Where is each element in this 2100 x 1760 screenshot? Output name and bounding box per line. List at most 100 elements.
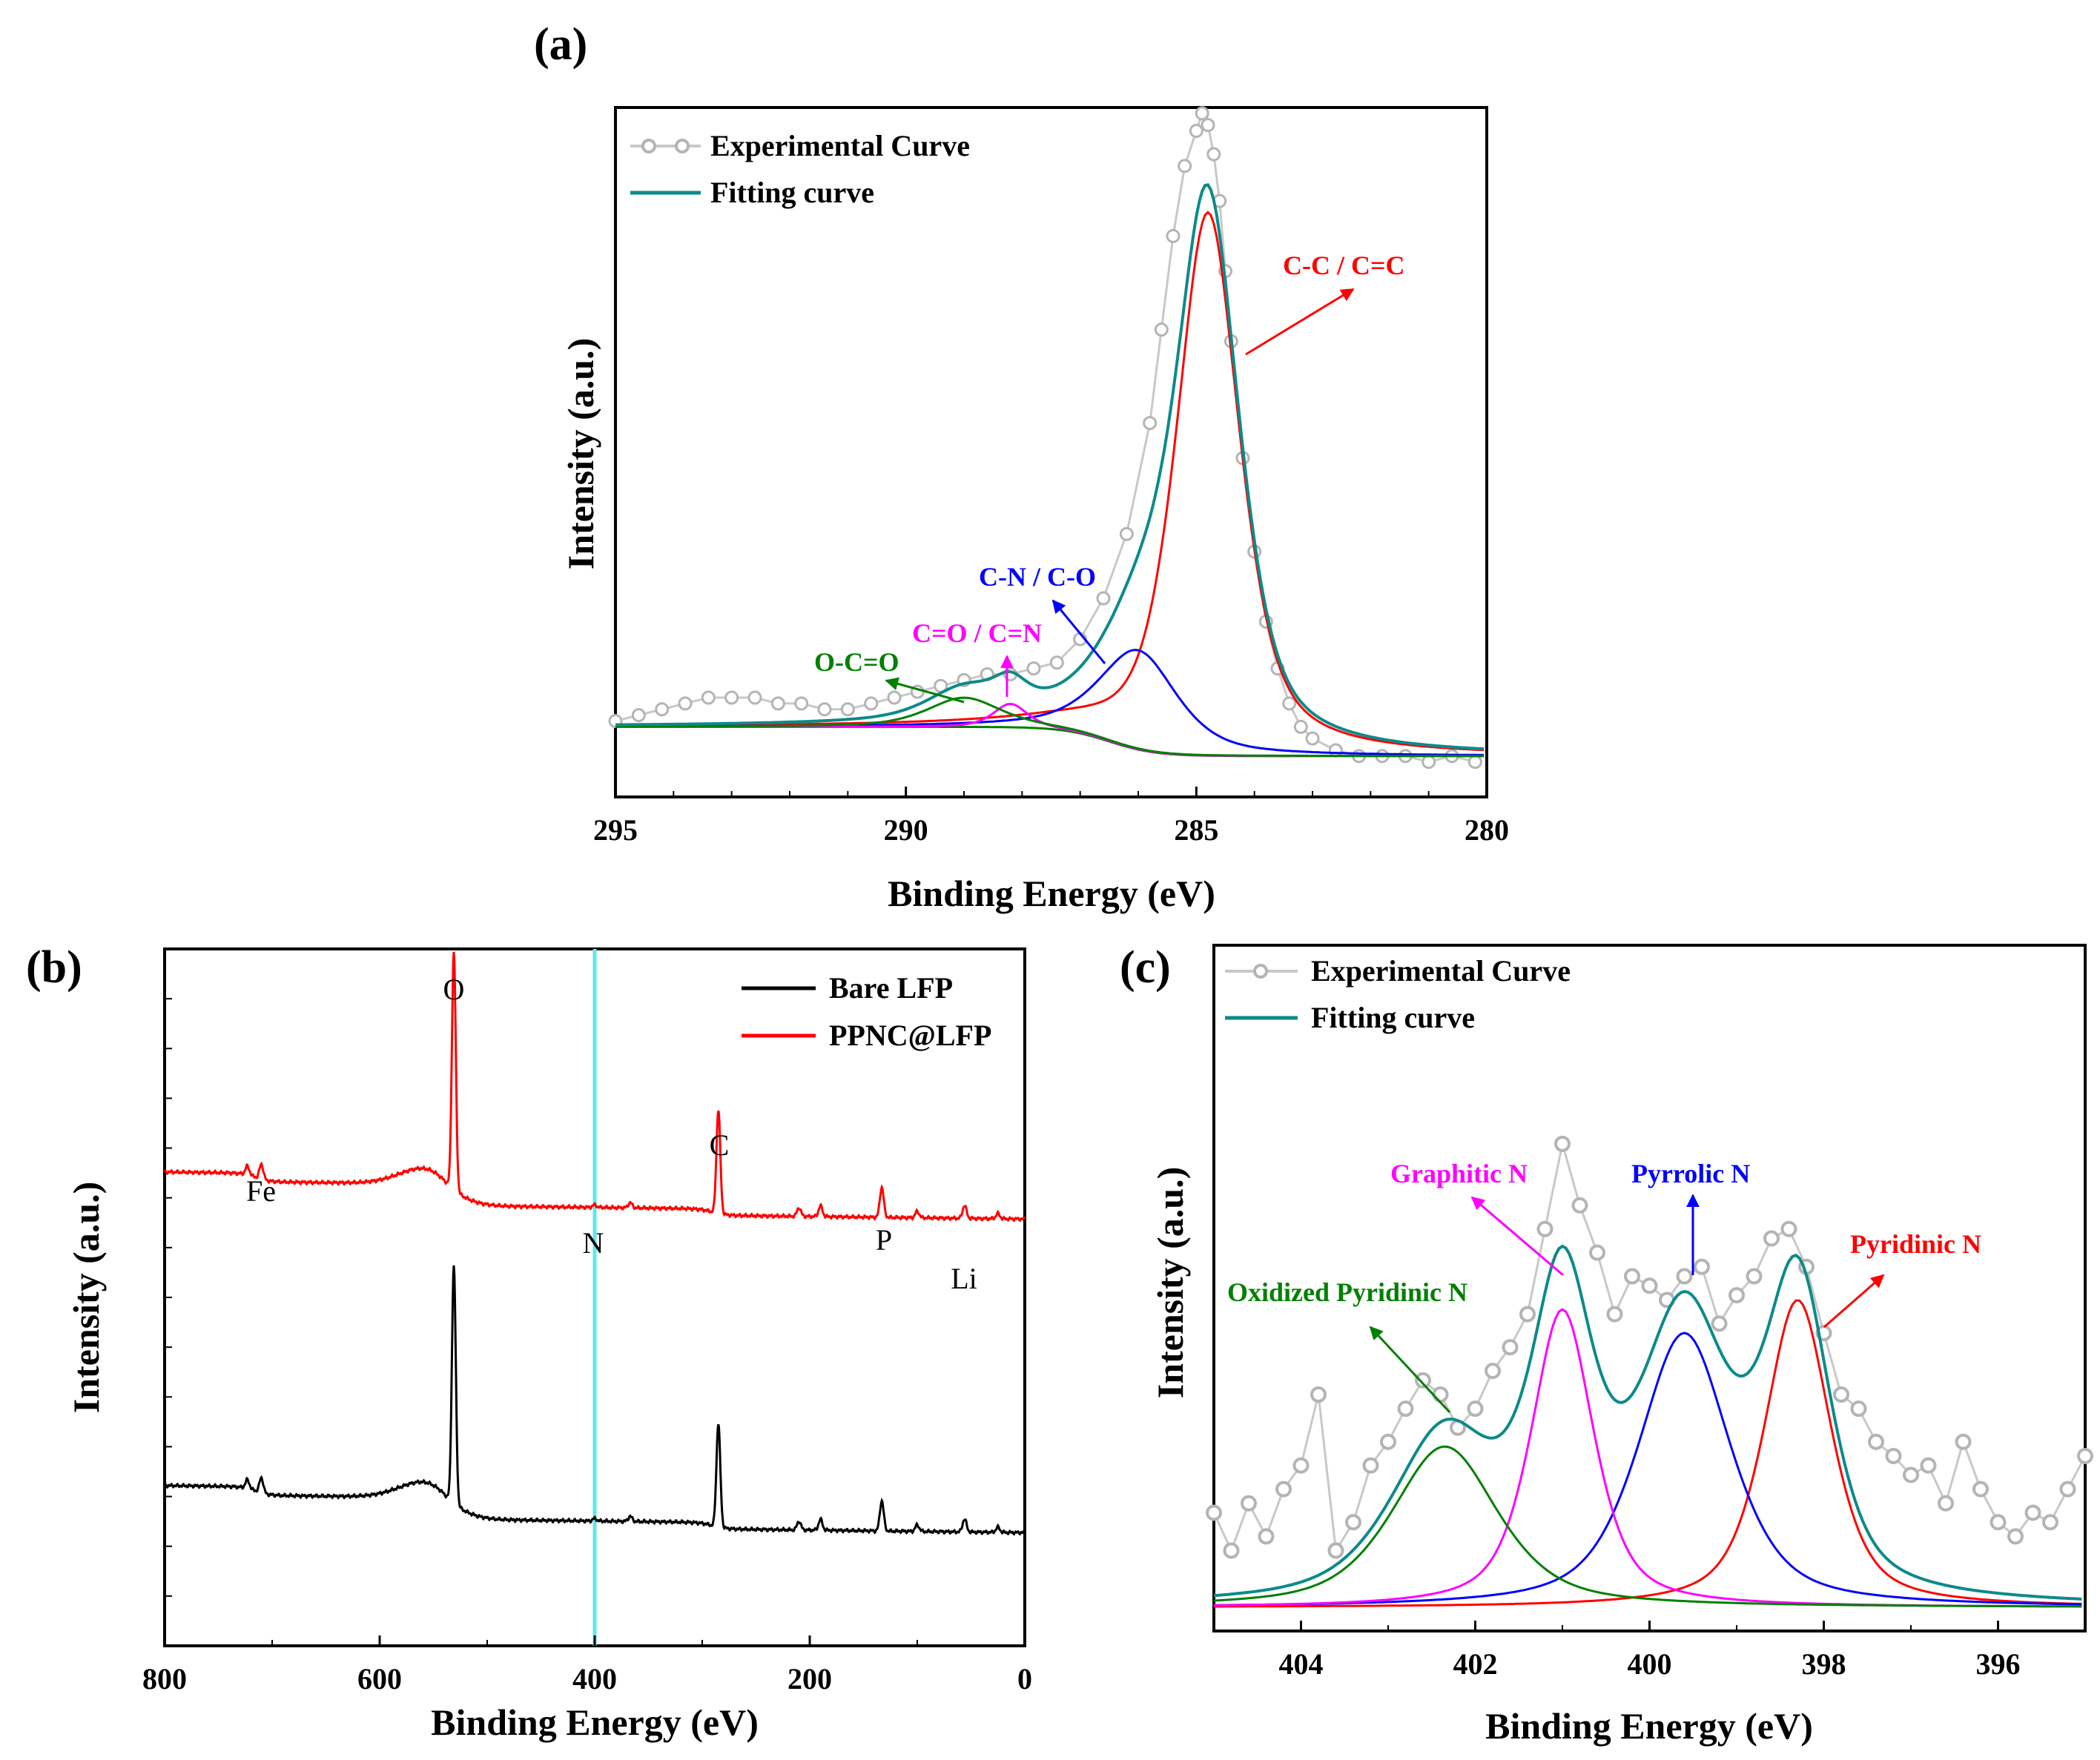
panel-b-legend: Bare LFP PPNC@LFP bbox=[742, 971, 991, 1052]
experimental-point bbox=[1154, 322, 1169, 337]
experimental-point bbox=[817, 702, 832, 717]
legend-fitting-label: Fitting curve bbox=[710, 176, 874, 209]
experimental-point bbox=[1467, 1400, 1484, 1417]
panel-b-y-axis-label: Intensity (a.u.) bbox=[65, 1182, 107, 1414]
experimental-point bbox=[887, 690, 902, 705]
experimental-point bbox=[1903, 1466, 1919, 1483]
experimental-point bbox=[1345, 1514, 1361, 1531]
annotation-cn: C-N / C-O bbox=[979, 562, 1096, 592]
x-tick-label: 0 bbox=[1017, 1662, 1032, 1696]
experimental-point bbox=[1746, 1268, 1763, 1285]
annotation-pyridinic: Pyridinic N bbox=[1850, 1229, 1981, 1259]
x-tick-label: 290 bbox=[884, 813, 928, 847]
experimental-point bbox=[1990, 1514, 2007, 1531]
experimental-point bbox=[770, 696, 785, 711]
experimental-point bbox=[1955, 1433, 1972, 1450]
experimental-point bbox=[1258, 1528, 1275, 1545]
panel-a-x-ticks: 295 290 285 280 bbox=[593, 787, 1509, 847]
annotation-cc: C-C / C=C bbox=[1283, 251, 1405, 280]
survey-bare-lfp bbox=[163, 1265, 1026, 1536]
experimental-point bbox=[1467, 755, 1482, 770]
legend-experimental-label: Experimental Curve bbox=[710, 129, 970, 162]
component-pyridinic-n bbox=[1214, 1299, 2082, 1608]
panel-a: (a) 295 290 285 280 Binding Energy (eV) Int… bbox=[534, 19, 1509, 914]
experimental-point bbox=[631, 708, 646, 723]
experimental-point bbox=[1397, 1400, 1414, 1417]
experimental-point bbox=[1920, 1457, 1937, 1474]
experimental-point bbox=[2042, 1514, 2058, 1531]
legend-fitting-label: Fitting curve bbox=[1311, 1001, 1475, 1034]
panel-a-label: (a) bbox=[534, 19, 587, 70]
component-pyrrolic-n bbox=[1213, 1331, 2082, 1607]
arrow-pyridinic bbox=[1823, 1274, 1885, 1329]
experimental-point bbox=[1293, 719, 1308, 734]
experimental-point bbox=[1206, 147, 1221, 162]
legend-experimental-marker bbox=[675, 139, 690, 153]
panel-a-plot-area bbox=[608, 106, 1485, 770]
element-label-li: Li bbox=[951, 1262, 977, 1295]
experimental-point bbox=[1143, 416, 1158, 431]
panel-a-x-axis-label: Binding Energy (eV) bbox=[888, 873, 1215, 914]
experimental-point bbox=[1780, 1220, 1797, 1237]
x-tick-label: 400 bbox=[1628, 1647, 1672, 1681]
experimental-point bbox=[678, 696, 693, 711]
experimental-point bbox=[1223, 1542, 1240, 1559]
experimental-point bbox=[1972, 1481, 1989, 1498]
element-label-n: N bbox=[583, 1226, 604, 1260]
panel-c: (c) 404 402 400 398 396 Binding Energy (eV) … bbox=[1120, 942, 2093, 1747]
experimental-point bbox=[1676, 1268, 1693, 1285]
experimental-curve bbox=[1212, 1143, 2087, 1555]
element-label-fe: Fe bbox=[246, 1174, 276, 1208]
experimental-point bbox=[1201, 118, 1215, 133]
experimental-point bbox=[1189, 124, 1203, 139]
x-tick-label: 295 bbox=[593, 813, 638, 847]
experimental-point bbox=[1694, 1258, 1710, 1275]
annotation-pyrrolic: Pyrrolic N bbox=[1631, 1159, 1750, 1188]
arrow-oxidized bbox=[1369, 1326, 1451, 1414]
experimental-point bbox=[1096, 591, 1111, 606]
experimental-point bbox=[1485, 1363, 1501, 1380]
experimental-point bbox=[1606, 1306, 1623, 1323]
experimental-point bbox=[1868, 1433, 1884, 1450]
panel-c-x-ticks: 404 402 400 398 396 bbox=[1213, 1621, 2021, 1681]
experimental-point bbox=[1938, 1495, 1954, 1512]
experimental-point bbox=[747, 690, 762, 705]
component-c-c-c-c bbox=[615, 211, 1485, 752]
experimental-point bbox=[1380, 1433, 1396, 1450]
annotation-oco: O-C=O bbox=[814, 647, 899, 677]
experimental-point bbox=[2077, 1447, 2093, 1464]
experimental-point bbox=[1292, 1457, 1310, 1474]
experimental-point bbox=[1178, 159, 1192, 173]
annotation-co: C=O / C=N bbox=[912, 618, 1042, 648]
panel-b: (b) 800 600 400 200 0 Binding Energy (eV) In… bbox=[26, 942, 1032, 1743]
experimental-point bbox=[1119, 526, 1134, 541]
experimental-point bbox=[1195, 106, 1209, 121]
experimental-point bbox=[1275, 1481, 1292, 1498]
experimental-point bbox=[840, 702, 855, 717]
panel-b-x-ticks: 800 600 400 200 0 bbox=[142, 998, 1032, 1696]
panel-a-y-axis-label: Intensity (a.u.) bbox=[560, 338, 601, 570]
survey-ppnc-lfp bbox=[163, 951, 1026, 1223]
component-oxidized-pyridinic-n bbox=[1213, 1445, 2082, 1608]
experimental-point bbox=[1536, 1220, 1553, 1237]
x-tick-label: 285 bbox=[1174, 813, 1218, 847]
panel-c-plot-area bbox=[1206, 1135, 2093, 1608]
legend-ppnc-label: PPNC@LFP bbox=[829, 1019, 991, 1052]
experimental-point bbox=[655, 702, 670, 717]
x-tick-label: 398 bbox=[1802, 1647, 1846, 1681]
experimental-point bbox=[1026, 661, 1041, 676]
experimental-point bbox=[1519, 1306, 1536, 1323]
element-label-o: O bbox=[443, 973, 465, 1006]
x-tick-label: 396 bbox=[1976, 1647, 2021, 1681]
experimental-point bbox=[1554, 1135, 1571, 1152]
panel-b-label: (b) bbox=[26, 942, 82, 993]
x-tick-label: 200 bbox=[788, 1662, 832, 1696]
arrow-cn bbox=[1051, 599, 1106, 664]
experimental-point bbox=[1641, 1277, 1658, 1294]
panel-a-frame bbox=[614, 106, 1488, 798]
legend-experimental-marker bbox=[641, 139, 656, 153]
experimental-point bbox=[1502, 1339, 1519, 1356]
experimental-point bbox=[864, 696, 879, 711]
experimental-point bbox=[1049, 655, 1064, 670]
panel-b-x-axis-label: Binding Energy (eV) bbox=[431, 1701, 759, 1743]
